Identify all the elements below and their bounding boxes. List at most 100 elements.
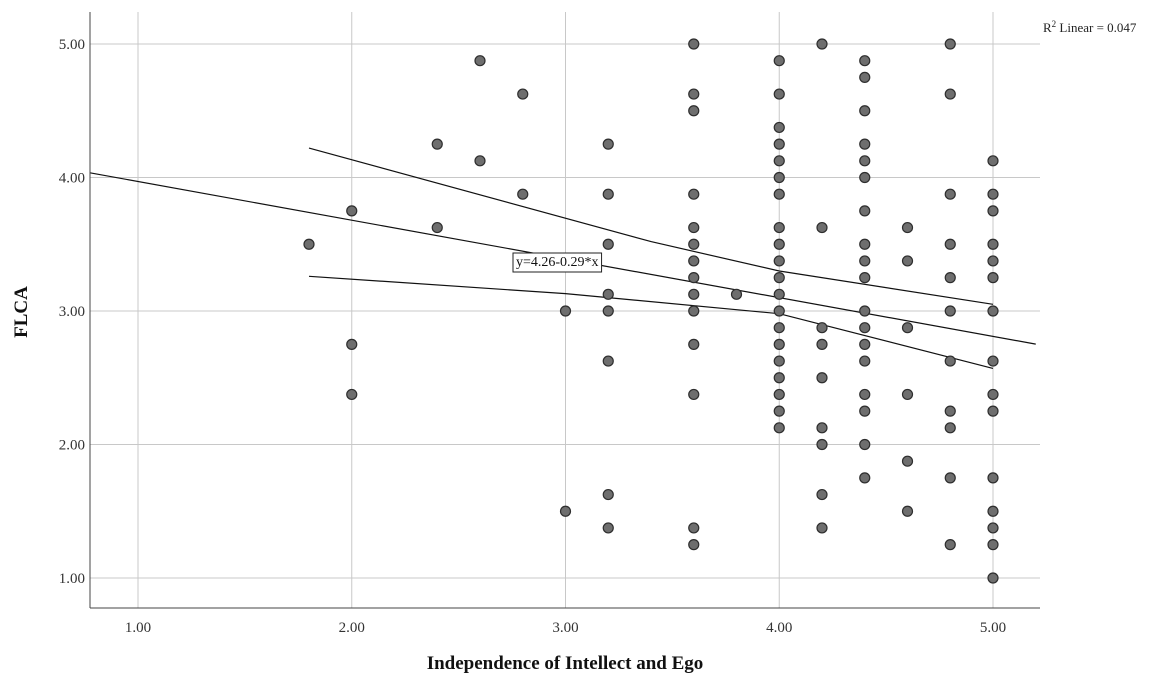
- data-point: [987, 255, 999, 267]
- y-tick-label: 1.00: [59, 571, 85, 587]
- data-point: [602, 188, 614, 200]
- data-point: [859, 472, 871, 484]
- data-point: [859, 272, 871, 284]
- data-point: [944, 88, 956, 100]
- data-point: [859, 438, 871, 451]
- data-point: [859, 71, 871, 83]
- data-point: [859, 338, 871, 350]
- data-point: [773, 121, 785, 134]
- data-point: [602, 355, 614, 367]
- data-point: [987, 355, 999, 367]
- data-point: [859, 238, 871, 250]
- data-point: [859, 171, 871, 184]
- data-point: [773, 422, 785, 434]
- tick-labels: 1.00 2.00 3.00 4.00 5.00 1.00 2.00 3.00 4.00 5.00: [59, 37, 1006, 636]
- confidence-lower-line: [308, 275, 994, 369]
- r2-annotation: R2 Linear = 0.047: [1043, 19, 1137, 35]
- data-point: [901, 455, 914, 467]
- data-point: [987, 539, 999, 551]
- x-tick-label: 1.00: [125, 620, 151, 636]
- data-point: [987, 188, 999, 200]
- data-point: [602, 238, 614, 250]
- y-tick-label: 3.00: [59, 304, 85, 320]
- data-point: [431, 221, 443, 234]
- data-point: [901, 221, 914, 234]
- x-tick-label: 3.00: [552, 620, 578, 636]
- data-point: [901, 388, 914, 401]
- data-point: [944, 38, 956, 50]
- y-tick-label: 4.00: [59, 171, 85, 187]
- x-tick-label: 4.00: [766, 620, 792, 636]
- data-point: [816, 322, 828, 334]
- data-point: [688, 238, 700, 250]
- data-point: [730, 288, 743, 300]
- data-point: [859, 205, 871, 217]
- data-point: [688, 38, 700, 50]
- data-point: [688, 105, 700, 117]
- r2-superscript: 2: [1052, 19, 1057, 29]
- data-point: [816, 488, 828, 501]
- data-point: [773, 255, 785, 267]
- data-point: [773, 88, 785, 100]
- data-point: [688, 338, 700, 350]
- data-point: [816, 422, 828, 434]
- data-point: [859, 322, 871, 334]
- data-point: [816, 372, 828, 384]
- x-axis-title: Independence of Intellect and Ego: [427, 653, 704, 674]
- data-point: [859, 405, 871, 417]
- data-point: [987, 272, 999, 284]
- y-tick-label: 2.00: [59, 438, 85, 454]
- data-point: [773, 272, 785, 284]
- data-point: [944, 272, 956, 284]
- data-point: [773, 188, 785, 200]
- data-point: [859, 255, 871, 267]
- data-point: [944, 238, 956, 250]
- data-point: [688, 88, 700, 100]
- data-point: [559, 305, 572, 317]
- data-point: [773, 138, 785, 150]
- data-point: [987, 205, 999, 217]
- data-point: [773, 355, 785, 367]
- equation-label: y=4.26-0.29*x: [512, 252, 603, 273]
- data-point: [944, 405, 956, 417]
- data-points: [303, 38, 999, 584]
- axes: [89, 12, 1040, 609]
- data-point: [987, 505, 999, 517]
- data-point: [474, 55, 486, 67]
- data-point: [773, 305, 785, 317]
- data-point: [559, 505, 572, 517]
- data-point: [859, 355, 871, 367]
- data-point: [944, 188, 956, 200]
- data-point: [987, 388, 999, 401]
- data-point: [517, 188, 529, 200]
- x-tick-label: 5.00: [980, 620, 1006, 636]
- y-tick-label: 5.00: [59, 37, 85, 53]
- data-point: [688, 272, 700, 284]
- data-point: [688, 255, 700, 267]
- data-point: [901, 322, 914, 334]
- data-point: [859, 388, 871, 401]
- data-point: [773, 155, 785, 167]
- data-point: [303, 238, 315, 250]
- data-point: [773, 288, 785, 300]
- data-point: [688, 288, 700, 300]
- data-point: [901, 255, 914, 267]
- data-point: [816, 38, 828, 50]
- data-point: [944, 355, 956, 367]
- r2-value: Linear = 0.047: [1056, 20, 1137, 35]
- data-point: [773, 322, 785, 334]
- confidence-band: [308, 147, 994, 369]
- equation-text: y=4.26-0.29*x: [516, 255, 599, 270]
- data-point: [602, 488, 614, 501]
- y-axis-title: FLCA: [11, 286, 32, 338]
- data-point: [987, 238, 999, 250]
- data-point: [474, 155, 486, 167]
- data-point: [859, 138, 871, 150]
- data-point: [517, 88, 529, 100]
- data-point: [773, 55, 785, 67]
- data-point: [688, 388, 700, 401]
- x-tick-label: 2.00: [339, 620, 365, 636]
- data-point: [346, 338, 358, 350]
- data-point: [987, 155, 999, 167]
